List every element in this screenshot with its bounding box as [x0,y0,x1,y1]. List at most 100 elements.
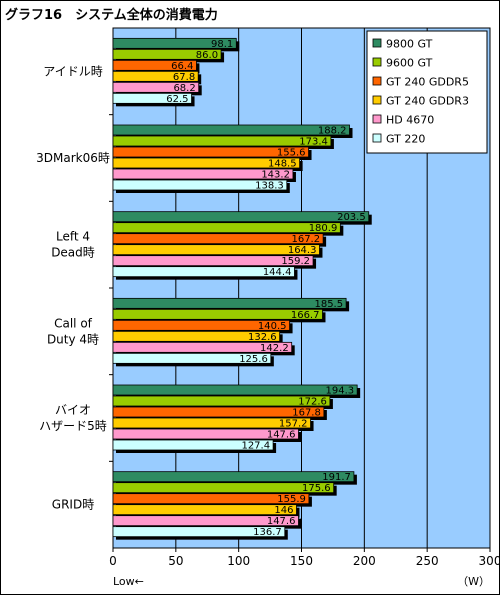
data-label: 180.9 [309,223,338,234]
x-tick-label: 150 [290,554,313,568]
bar-9800-gt [112,297,347,309]
axis-note-low: Low← [113,575,144,588]
bar-gt-220 [112,439,274,451]
bar-gt-220 [112,179,288,191]
bar-hd-4670 [112,81,200,93]
x-tick-label: 100 [227,554,250,568]
legend-label: GT 240 GDDR3 [386,95,469,108]
bar-gt-240-gddr3 [112,417,311,429]
data-label: 148.5 [268,159,297,170]
data-label: 62.5 [166,94,188,105]
data-label: 194.3 [326,386,355,397]
category-label: Left 4 [56,230,90,244]
legend-swatch [372,76,382,86]
chart-title: グラフ16 システム全体の消費電力 [5,8,218,23]
bar-9800-gt [112,37,237,49]
legend-swatch [372,95,382,105]
legend-box [366,30,488,154]
data-label: 67.8 [173,72,195,83]
bar-gt-240-gddr5 [112,146,309,158]
bar-gt-220 [112,526,286,538]
bar-9600-gt [112,48,222,60]
x-tick-label: 300 [479,554,500,568]
data-label: 140.5 [258,321,287,332]
x-tick-label: 200 [353,554,376,568]
data-label: 166.7 [291,310,320,321]
category-label: ハザード5時 [39,419,107,433]
bar-9600-gt [112,222,341,234]
data-label: 98.1 [211,39,233,50]
data-label: 155.6 [277,148,306,159]
bar-gt-240-gddr5 [112,59,197,71]
data-label: 188.2 [318,126,347,137]
data-label: 173.4 [299,137,328,148]
bar-gt-240-gddr5 [112,319,290,331]
data-label: 185.5 [314,299,343,310]
x-tick-label: 0 [109,554,117,568]
bar-9600-gt [112,135,332,147]
category-label: GRID時 [52,498,94,512]
bar-gt-240-gddr5 [112,406,325,418]
data-label: 167.8 [292,408,321,419]
bar-gt-240-gddr3 [112,504,297,516]
bar-hd-4670 [112,515,299,527]
bar-gt-240-gddr3 [112,330,281,342]
data-label: 157.2 [279,419,308,430]
category-label: アイドル時 [43,64,102,78]
bar-9800-gt [112,471,355,483]
category-label: 3DMark06時 [36,151,110,165]
data-label: 175.6 [302,483,331,494]
bar-hd-4670 [112,168,294,180]
data-label: 142.2 [260,343,289,354]
data-label: 159.2 [281,256,310,267]
bar-gt-240-gddr5 [112,233,324,245]
bar-hd-4670 [112,341,293,353]
bar-9600-gt [112,482,335,494]
data-label: 86.0 [196,50,218,61]
x-tick-label: 50 [168,554,183,568]
bar-9600-gt [112,308,323,320]
legend-swatch [372,133,382,143]
x-axis-label: （W） [457,575,490,588]
bar-gt-220 [112,92,192,104]
data-label: 138.3 [255,181,284,192]
legend-label: HD 4670 [386,114,434,127]
legend-label: GT 220 [386,133,425,146]
data-label: 68.2 [173,83,195,94]
legend-swatch [372,114,382,124]
data-label: 167.2 [291,234,320,245]
data-label: 191.7 [322,472,351,483]
bar-gt-240-gddr5 [112,493,310,505]
legend-label: 9800 GT [386,38,433,51]
data-label: 172.6 [298,397,327,408]
bar-9800-gt [112,124,350,136]
bar-9800-gt [112,211,370,223]
bar-gt-220 [112,266,295,278]
data-label: 144.4 [263,267,292,278]
data-label: 164.3 [288,245,317,256]
bar-gt-240-gddr3 [112,157,301,169]
category-label: Duty 4時 [47,332,99,346]
x-tick-label: 250 [416,554,439,568]
data-label: 146 [274,505,293,516]
bar-gt-240-gddr3 [112,70,199,82]
data-label: 143.2 [261,170,290,181]
legend-swatch [372,57,382,67]
data-label: 127.4 [241,441,270,452]
legend-label: GT 240 GDDR5 [386,76,469,89]
category-label: Call of [54,316,93,330]
data-label: 147.6 [267,516,296,527]
legend: 9800 GT 9600 GT GT 240 GDDR5 GT 240 GDDR3 HD… [366,30,488,154]
legend-label: 9600 GT [386,57,433,70]
data-label: 155.9 [277,494,306,505]
bar-gt-220 [112,352,272,364]
category-label: Dead時 [51,246,95,260]
data-label: 147.6 [267,430,296,441]
data-label: 66.4 [171,61,193,72]
data-label: 136.7 [253,527,282,538]
bar-9800-gt [112,384,358,396]
bar-hd-4670 [112,428,299,440]
data-label: 132.6 [248,332,277,343]
category-label: バイオ [55,403,91,417]
